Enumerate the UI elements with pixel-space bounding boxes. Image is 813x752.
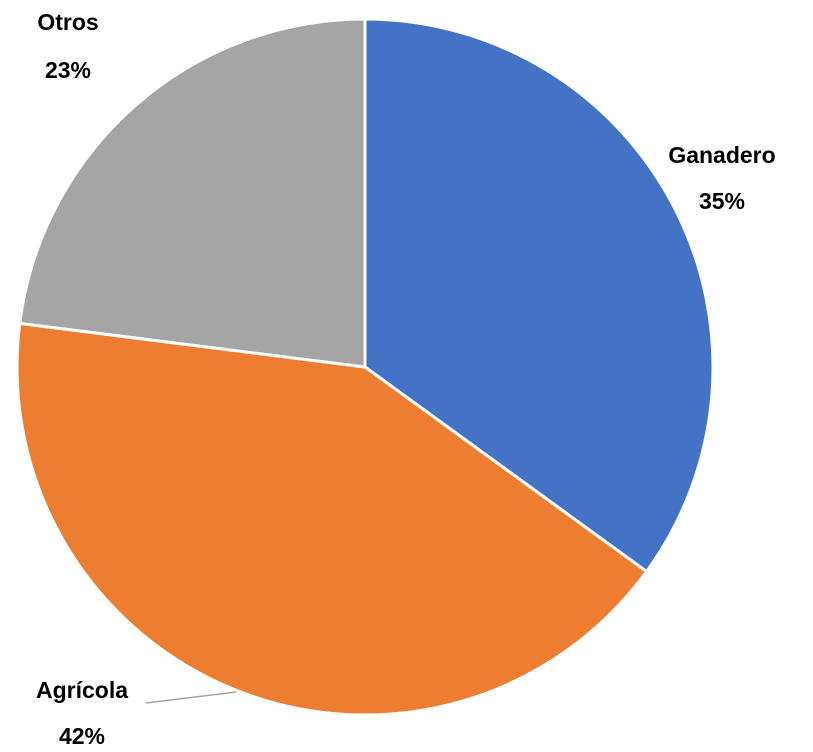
leader-line [145, 691, 237, 704]
slice-label: Ganadero [668, 142, 775, 168]
slice-value-label: 23% [45, 57, 91, 83]
pie-slice [363, 17, 715, 574]
slice-value-label: 42% [59, 723, 105, 749]
pie-slice [18, 17, 367, 369]
slice-value-label: 35% [699, 188, 745, 214]
slice-label: Otros [37, 9, 98, 35]
slice-label: Agrícola [36, 677, 128, 703]
pie-slice [15, 321, 649, 717]
